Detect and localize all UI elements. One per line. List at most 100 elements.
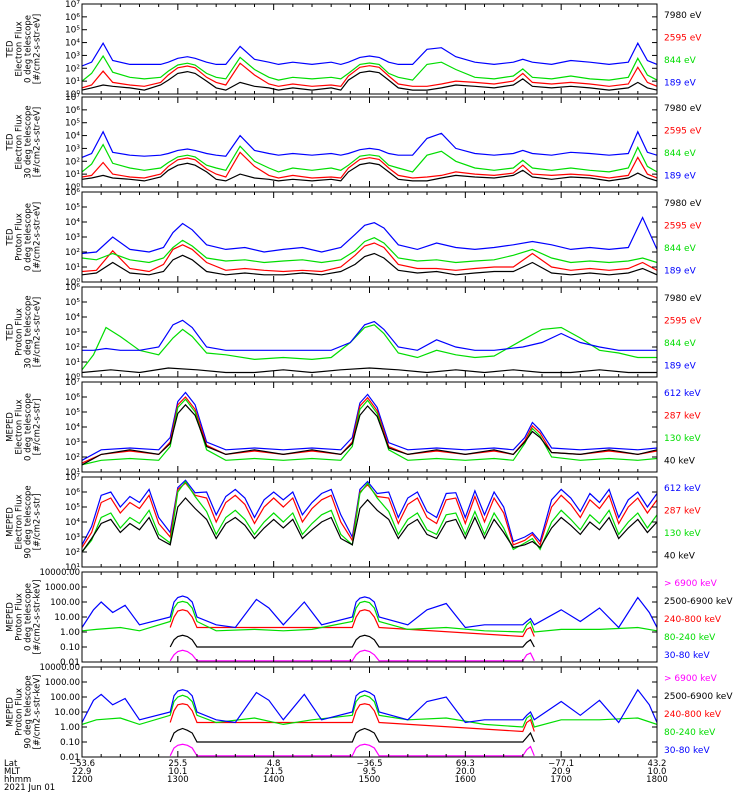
y-axis-label: [#/cm2-s-str] [33, 494, 43, 551]
panel-6: 10¹ 10² 10³ 10⁴ 10⁵ 10⁶ 10⁷ MEPED Electron Flux 9… [6, 473, 702, 573]
x-tick-mlt: 20.0 [456, 767, 475, 777]
y-axis-label: Electron Flux [15, 21, 25, 76]
series-line-40-kev [82, 403, 657, 466]
series-line-240-800-kev [169, 609, 535, 638]
legend-entry: 80-240 keV [664, 728, 716, 738]
y-axis-label: [#/cm2-s-str-keV] [33, 580, 43, 655]
y-axis-label: Electron Flux [15, 114, 25, 169]
series-line-80-240-kev [82, 694, 657, 728]
y-axis-label: MEPED [6, 412, 16, 442]
series-line-7980-ev [82, 70, 657, 91]
x-tick-lat: 25.5 [168, 759, 187, 769]
legend-entry: 130 keV [664, 434, 701, 444]
legend-entry: 612 keV [664, 389, 701, 399]
y-axis-label: TED [6, 323, 16, 342]
y-axis-label: 30 deg telescope [24, 105, 34, 178]
y-axis-label: [#/cm2-s-str-eV] [33, 14, 43, 84]
legend-entry: 2500-6900 keV [664, 597, 733, 607]
x-tick-hhmm: 1600 [455, 775, 477, 785]
series-line-130-kev [82, 398, 657, 466]
y-tick-label: 10¹ [65, 77, 80, 87]
legend-entry: 189 eV [664, 267, 697, 277]
series-line-30-80-kev [82, 595, 657, 629]
series-line-2595-ev [82, 62, 657, 89]
y-tick-label: 10⁵ [65, 119, 80, 129]
y-axis-label: [#/cm2-s-str-eV] [33, 107, 43, 177]
y-tick-label: 10² [65, 343, 80, 353]
y-axis-label: Proton Flux [15, 308, 25, 356]
y-tick-label: 0.01 [60, 753, 80, 763]
legend-entry: 7980 eV [664, 11, 702, 21]
y-tick-label: 10⁵ [65, 26, 80, 36]
y-tick-label: 10³ [65, 233, 80, 243]
legend-entry: 844 eV [664, 149, 697, 159]
x-tick-hhmm: 1800 [646, 775, 668, 785]
legend-entry: 844 eV [664, 56, 697, 66]
y-tick-label: 10⁰ [65, 373, 80, 383]
x-tick-hhmm: 1300 [167, 775, 189, 785]
panel-frame [81, 476, 658, 568]
y-tick-label: 10⁶ [65, 106, 80, 116]
legend-entry: 189 eV [664, 362, 697, 372]
y-tick-label: 10³ [65, 144, 80, 154]
legend-entry: 240-800 keV [664, 615, 722, 625]
y-axis-label: Proton Flux [15, 593, 25, 641]
legend-entry: 189 eV [664, 79, 697, 89]
y-axis-label: TED [6, 228, 16, 247]
series-line--6900-kev [169, 649, 535, 662]
y-tick-label: 10⁷ [65, 0, 80, 10]
y-tick-label: 10⁴ [65, 132, 80, 142]
legend-entry: 7980 eV [664, 199, 702, 209]
y-tick-label: 100.00 [50, 598, 80, 608]
y-tick-label: 10² [65, 548, 80, 558]
x-tick-hhmm: 1200 [71, 775, 93, 785]
y-tick-label: 10⁵ [65, 503, 80, 513]
y-tick-label: 10⁶ [65, 393, 80, 403]
panel-frame [81, 381, 658, 473]
y-tick-label: 1000.00 [45, 678, 80, 688]
x-tick-lat: −53.6 [69, 759, 95, 769]
x-tick-lat: 69.3 [456, 759, 475, 769]
legend-entry: 612 keV [664, 484, 701, 494]
y-tick-label: 10³ [65, 328, 80, 338]
series-line-612-kev [82, 391, 657, 461]
legend-entry: 7980 eV [664, 294, 702, 304]
y-tick-label: 10⁰ [65, 278, 80, 288]
series-line-844-ev [82, 237, 657, 264]
y-tick-label: 10¹ [65, 563, 80, 573]
legend-entry: 30-80 keV [664, 746, 710, 756]
y-tick-label: 0.10 [60, 643, 80, 653]
legend-entry: 287 keV [664, 507, 701, 517]
series-line-30-80-kev [82, 688, 657, 724]
series-line-40-kev [82, 497, 657, 553]
y-tick-label: 1.00 [60, 628, 80, 638]
x-axis-row-label: Lat [4, 759, 18, 769]
y-tick-label: 10⁰ [65, 183, 80, 193]
y-tick-label: 10⁶ [65, 13, 80, 23]
y-tick-label: 10⁵ [65, 203, 80, 213]
x-tick-hhmm: 1700 [550, 775, 572, 785]
y-tick-label: 10⁶ [65, 283, 80, 293]
legend-entry: 844 eV [664, 339, 697, 349]
y-tick-label: 10⁷ [65, 93, 80, 103]
y-tick-label: 10¹ [65, 263, 80, 273]
x-axis-row-label: hhmm [4, 775, 31, 785]
legend-entry: 2595 eV [664, 317, 702, 327]
y-axis-label: Electron Flux [15, 494, 25, 549]
y-tick-label: 10¹ [65, 170, 80, 180]
y-tick-label: 10.00 [54, 708, 80, 718]
series-line-287-kev [82, 396, 657, 464]
series-line-80-240-kev [82, 600, 657, 633]
x-tick-hhmm: 1400 [263, 775, 285, 785]
y-tick-label: 1.00 [60, 723, 80, 733]
legend-entry: 2595 eV [664, 127, 702, 137]
x-axis-row-label: MLT [4, 767, 21, 777]
y-axis-label: TED [6, 133, 16, 152]
y-tick-label: 10000.00 [39, 568, 80, 578]
series-line-189-ev [82, 130, 657, 158]
y-tick-label: 10000.00 [39, 663, 80, 673]
y-tick-label: 10² [65, 157, 80, 167]
x-tick-lat: −77.1 [548, 759, 574, 769]
series-line-7980-ev [82, 162, 657, 182]
legend-entry: 2500-6900 keV [664, 692, 733, 702]
